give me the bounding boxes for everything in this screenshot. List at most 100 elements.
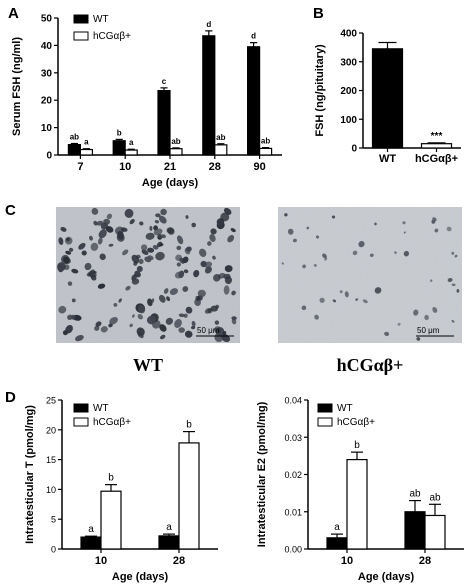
chart-serum-fsh: 0 10 20 30 40 50 Serum FSH (ng/ml) Age (days) 7 a… [11,14,282,189]
stained-cell [159,324,167,332]
stained-cell [149,225,153,231]
stained-cell [139,221,144,226]
stained-cell [97,237,103,245]
stained-cell [451,319,455,323]
x-tick-label: 28 [173,555,185,567]
stained-cell [84,262,92,271]
stained-cell [125,285,131,291]
y-tick-label: 0.00 [284,545,302,555]
significance-label: a [334,522,340,533]
stained-cell [57,262,66,272]
stained-cell [157,233,163,239]
stained-cell [89,235,93,241]
stained-cell [71,314,76,320]
panel-letter-d: D [5,389,16,406]
bar [124,149,138,156]
stained-cell [132,314,135,318]
scale-label-hcg: 50 μm [417,326,440,335]
stained-cell [355,298,359,301]
significance-label: d [251,32,256,41]
bar [80,536,102,550]
stained-cell [456,289,460,293]
stained-cell [394,251,397,254]
stained-cell [314,314,319,320]
stained-cell [281,262,285,265]
stained-cell [195,295,200,301]
stained-cell [207,308,213,314]
stained-cell [207,241,212,246]
y-tick-label: 15 [46,455,56,465]
y-tick-label: 5 [51,515,56,525]
significance-label: b [186,420,192,431]
stained-cell [413,309,419,316]
panel-letter-a: A [8,5,19,22]
stained-cell [178,313,185,318]
stained-cell [122,249,129,256]
stained-cell [339,290,343,294]
stained-cell [118,298,122,303]
significance-label: ab [171,137,180,146]
y-tick-label: 30 [41,68,53,79]
bar [214,144,228,156]
stained-cell [214,326,222,334]
stained-cell [63,264,70,271]
scale-label-wt: 50 μm [197,326,220,335]
stained-cell [169,288,179,296]
stained-cell [131,254,140,264]
stained-cell [160,334,166,340]
stained-cell [166,296,171,302]
y-tick-label: 25 [46,396,56,406]
stained-cell [140,244,148,251]
bar [259,147,273,156]
x-axis-label: Age (days) [142,177,199,189]
bar [424,514,446,550]
stained-cell [432,217,437,222]
stained-cell [78,242,86,250]
stained-cell [182,286,189,292]
y-tick-label: 0.04 [284,396,302,406]
stained-cell [67,314,73,321]
stained-cell [358,240,365,248]
y-axis-label: Serum FSH (ng/ml) [11,37,23,136]
stained-cell [191,222,197,228]
x-tick-label: 10 [119,161,131,173]
stained-cell [58,305,67,314]
stained-cell [352,250,358,256]
stained-cell [451,251,455,255]
bar [112,140,126,156]
stained-cell [178,270,185,279]
stained-cell [155,213,161,218]
chart-intratesticular-t: 0 5 10 15 20 25 Intratesticular T (pmol/mg) Age… [24,396,218,583]
stained-cell [81,250,87,256]
bar [169,148,183,156]
x-tick-label: 90 [253,161,265,173]
x-tick-label: 28 [419,555,431,567]
stained-cell [95,321,102,327]
stained-cell [287,228,294,235]
y-axis-label: Intratesticular E2 (pmol/mg) [256,401,268,547]
y-axis-label: Intratesticular T (pmol/mg) [24,405,36,544]
x-tick-label: WT [379,153,396,165]
stained-cell [137,332,144,339]
stained-cell [147,298,153,307]
stained-cell [152,244,159,250]
stained-cell [134,270,141,278]
stained-cell [159,243,164,247]
stained-cell [284,213,288,217]
stained-cell [90,242,99,251]
bar [371,48,404,149]
stained-cell [313,263,317,267]
stained-cell [93,220,98,226]
y-tick-label: 300 [340,57,357,68]
stained-cell [131,278,140,285]
y-tick-label: 0 [351,144,357,155]
stained-cell [451,283,456,287]
bar [420,143,453,149]
stained-cell [204,266,212,274]
significance-label: *** [431,131,443,142]
stained-cell [158,215,167,224]
stained-cell [174,319,182,328]
stained-cell [218,272,226,279]
stained-cell [108,323,113,328]
stained-cell [220,212,230,222]
